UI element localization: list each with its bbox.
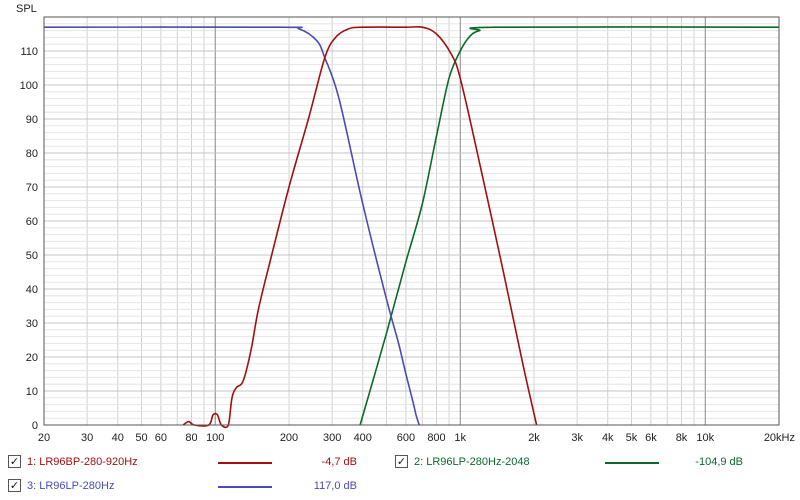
x-tick-label: 50 bbox=[135, 432, 147, 444]
y-tick-label: 30 bbox=[26, 318, 38, 330]
x-tick-label: 80 bbox=[185, 432, 197, 444]
series-line-2 bbox=[359, 26, 780, 426]
series-1-label: 1: LR96BP-280-920Hz bbox=[27, 456, 138, 468]
series-line-1 bbox=[182, 25, 538, 429]
y-tick-label: 0 bbox=[32, 420, 38, 432]
y-tick-label: 40 bbox=[26, 284, 38, 296]
x-tick-label: 10k bbox=[696, 432, 714, 444]
spl-chart: 0 10 20 30 40 50 60 70 80 90 100 110 20 30 40 50 60 80 100… bbox=[16, 3, 795, 444]
series-3-value: 117,0 dB bbox=[313, 480, 357, 492]
series-3-label: 3: LR96LP-280Hz bbox=[27, 480, 115, 492]
series-2-checkbox[interactable]: ✓ bbox=[395, 455, 408, 468]
x-tick-label: 5k bbox=[626, 432, 638, 444]
series-1-swatch bbox=[218, 462, 272, 464]
x-tick-label: 300 bbox=[323, 432, 341, 444]
legend-row-1: ✓ 1: LR96BP-280-920Hz -4,7 dB ✓ 2: LR96L… bbox=[0, 452, 800, 472]
x-tick-label: 800 bbox=[427, 432, 445, 444]
x-tick-label: 3k bbox=[571, 432, 583, 444]
x-tick-label: 8k bbox=[676, 432, 688, 444]
y-tick-label: 70 bbox=[26, 182, 38, 194]
x-tick-label: 60 bbox=[155, 432, 167, 444]
y-tick-label: 50 bbox=[26, 250, 38, 262]
y-tick-label: 110 bbox=[20, 46, 38, 58]
y-axis-label: SPL bbox=[16, 3, 37, 15]
y-tick-label: 20 bbox=[26, 352, 38, 364]
y-tick-label: 60 bbox=[26, 216, 38, 228]
y-tick-label: 80 bbox=[26, 148, 38, 160]
x-tick-label: 20 bbox=[38, 432, 50, 444]
x-tick-label: 400 bbox=[354, 432, 372, 444]
plot-frame bbox=[43, 16, 780, 426]
x-tick-label: 200 bbox=[280, 432, 298, 444]
y-tick-label: 10 bbox=[26, 386, 38, 398]
y-tick-label: 90 bbox=[26, 114, 38, 126]
legend-row-2: ✓ 3: LR96LP-280Hz 117,0 dB bbox=[0, 476, 800, 496]
series-3-swatch bbox=[218, 486, 272, 488]
x-tick-label: 40 bbox=[112, 432, 124, 444]
x-tick-label: 6k bbox=[645, 432, 657, 444]
x-tick-label: 1k bbox=[454, 432, 466, 444]
series-2-swatch bbox=[605, 462, 659, 464]
x-tick-label: 20kHz bbox=[764, 432, 795, 444]
series-1-value: -4,7 dB bbox=[321, 456, 357, 468]
x-tick-label: 2k bbox=[528, 432, 540, 444]
series-line-3 bbox=[43, 26, 420, 426]
x-tick-label: 4k bbox=[602, 432, 614, 444]
x-tick-label: 600 bbox=[397, 432, 415, 444]
series-2-value: -104,9 dB bbox=[695, 456, 743, 468]
x-tick-label: 30 bbox=[81, 432, 93, 444]
series-2-label: 2: LR96LP-280Hz-2048 bbox=[414, 456, 530, 468]
series-3-checkbox[interactable]: ✓ bbox=[8, 479, 21, 492]
series-1-checkbox[interactable]: ✓ bbox=[8, 455, 21, 468]
y-tick-label: 100 bbox=[20, 80, 38, 92]
x-tick-label: 100 bbox=[206, 432, 224, 444]
